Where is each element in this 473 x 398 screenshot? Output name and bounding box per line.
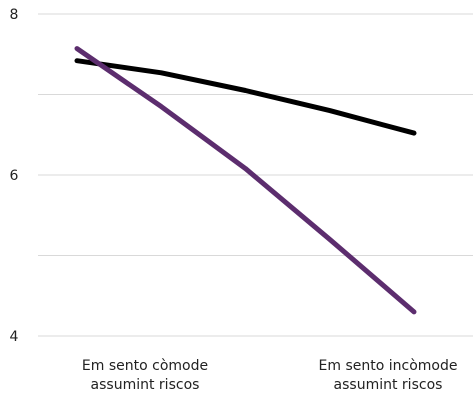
series-lines [74,46,417,315]
x-axis-categories: Em sento còmode assumint riscos Em sento i… [82,358,458,393]
x-category-label: Em sento incòmode [319,358,458,374]
y-tick-label: 8 [10,7,19,23]
x-category-label: assumint riscos [334,377,443,393]
y-tick-label: 6 [10,168,19,184]
y-tick-label: 4 [10,329,19,345]
series-line-1 [74,58,417,136]
x-category-label: Em sento còmode [82,358,208,374]
y-axis-ticks: 4 6 8 [10,7,19,345]
series-line-2 [74,46,417,315]
x-category-label: assumint riscos [91,377,200,393]
